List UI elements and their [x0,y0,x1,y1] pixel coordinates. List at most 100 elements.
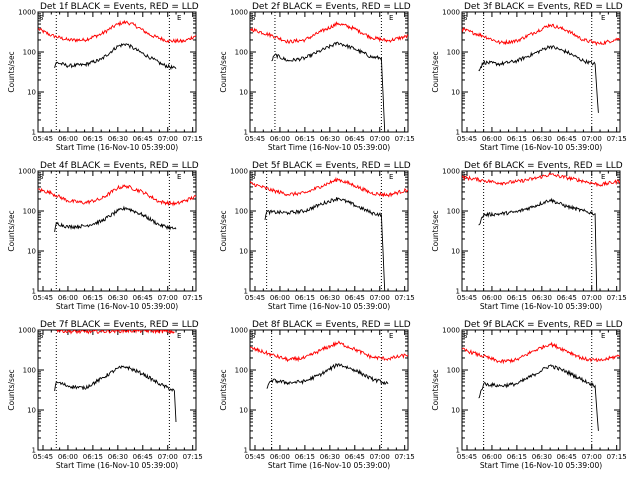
x-axis-label: Start Time (16-Nov-10 05:39:00) [268,461,390,470]
detector-panel-8: Det 8f BLACK = Events, RED = LLD 1 10 100 10… [219,320,415,470]
y-tick-label: 1000 [230,168,248,176]
plot-frame [37,170,197,292]
x-tick-label: 05:45 [33,453,53,461]
y-tick-label: 10 [451,407,460,415]
x-tick-label: 07:15 [183,294,203,302]
plot-frame [37,11,197,133]
plot-frame [249,329,409,451]
x-tick-label: 06:45 [557,135,577,143]
y-tick-label: 1 [456,288,460,296]
series-lld-line [462,341,620,365]
y-axis-label: Counts/sec [219,210,228,251]
x-tick-label: 06:30 [532,294,552,302]
marker-s: S [251,173,256,181]
x-tick-label: 06:30 [532,453,552,461]
plot-frame [461,329,621,451]
series-events-line [54,205,177,232]
y-tick-label: 1000 [442,168,460,176]
x-tick-label: 06:45 [557,453,577,461]
x-tick-label: 07:15 [607,294,627,302]
x-axis-label: Start Time (16-Nov-10 05:39:00) [480,461,602,470]
series-events-line [478,45,599,113]
marker-s: S [251,332,256,340]
x-tick-label: 06:45 [557,294,577,302]
x-tick-label: 07:00 [158,135,178,143]
y-axis-label: Counts/sec [219,369,228,410]
series-events-line [54,365,177,423]
y-axis-label: Counts/sec [7,51,16,92]
x-tick-label: 07:15 [395,453,415,461]
detector-panel-6: Det 6f BLACK = Events, RED = LLD 1 10 100 10… [431,161,627,311]
panel-title: Det 8f BLACK = Events, RED = LLD [252,320,411,330]
y-tick-label: 1000 [230,9,248,17]
plot-frame [249,11,409,133]
x-tick-label: 06:45 [133,135,153,143]
x-tick-label: 05:45 [457,453,477,461]
y-axis-label: Counts/sec [7,210,16,251]
detector-panel-5: Det 5f BLACK = Events, RED = LLD 1 10 100 10… [219,161,415,311]
y-tick-label: 1 [244,447,248,455]
y-tick-label: 100 [23,208,36,216]
x-tick-label: 07:00 [370,294,390,302]
x-tick-label: 05:45 [33,294,53,302]
marker-e: E [177,14,181,22]
y-tick-label: 10 [451,248,460,256]
series-lld-line [462,172,620,188]
marker-s: S [463,332,468,340]
panel-title: Det 3f BLACK = Events, RED = LLD [464,2,623,12]
detector-panel-9: Det 9f BLACK = Events, RED = LLD 1 10 100 10… [431,320,627,470]
panel-title: Det 7f BLACK = Events, RED = LLD [40,320,199,330]
x-axis-label: Start Time (16-Nov-10 05:39:00) [480,143,602,152]
series-events-line [478,197,598,291]
y-tick-label: 1 [244,129,248,137]
x-tick-label: 07:15 [395,294,415,302]
series-events-line [266,363,389,389]
marker-e: E [177,173,181,181]
y-tick-label: 1000 [230,327,248,335]
x-tick-label: 06:30 [108,294,128,302]
x-tick-label: 07:00 [370,135,390,143]
panel-title: Det 4f BLACK = Events, RED = LLD [40,161,199,171]
x-tick-label: 07:15 [183,135,203,143]
marker-s: S [463,14,468,22]
panel-title: Det 1f BLACK = Events, RED = LLD [40,2,199,12]
y-axis-label: Counts/sec [7,369,16,410]
x-axis-label: Start Time (16-Nov-10 05:39:00) [56,143,178,152]
x-tick-label: 06:15 [83,135,103,143]
x-tick-label: 05:45 [457,294,477,302]
marker-s: S [251,14,256,22]
series-events-line [478,364,599,431]
plot-frame [249,170,409,292]
y-tick-label: 100 [235,367,248,375]
x-tick-label: 06:15 [295,453,315,461]
x-tick-label: 06:45 [345,135,365,143]
detector-panel-4: Det 4f BLACK = Events, RED = LLD 1 10 100 10… [7,161,203,311]
x-tick-label: 07:00 [158,453,178,461]
y-tick-label: 1 [32,447,36,455]
y-tick-label: 1 [244,288,248,296]
y-tick-label: 1000 [18,168,36,176]
y-tick-label: 100 [447,49,460,57]
panel-title: Det 6f BLACK = Events, RED = LLD [464,161,623,171]
x-axis-label: Start Time (16-Nov-10 05:39:00) [268,143,390,152]
y-tick-label: 100 [235,208,248,216]
x-axis-label: Start Time (16-Nov-10 05:39:00) [56,302,178,311]
x-tick-label: 07:15 [395,135,415,143]
x-tick-label: 07:00 [582,453,602,461]
plot-frame [461,11,621,133]
y-tick-label: 100 [23,367,36,375]
y-tick-label: 10 [27,89,36,97]
series-events-line [271,41,386,132]
x-tick-label: 06:00 [482,453,502,461]
x-tick-label: 06:30 [108,135,128,143]
x-axis-label: Start Time (16-Nov-10 05:39:00) [480,302,602,311]
plot-frame [461,170,621,292]
y-tick-label: 100 [235,49,248,57]
x-axis-label: Start Time (16-Nov-10 05:39:00) [268,302,390,311]
y-axis-label: Counts/sec [431,369,440,410]
marker-e: E [389,173,393,181]
x-tick-label: 07:00 [158,294,178,302]
detector-panel-2: Det 2f BLACK = Events, RED = LLD 1 10 100 10… [219,2,415,152]
x-tick-label: 06:00 [58,135,78,143]
